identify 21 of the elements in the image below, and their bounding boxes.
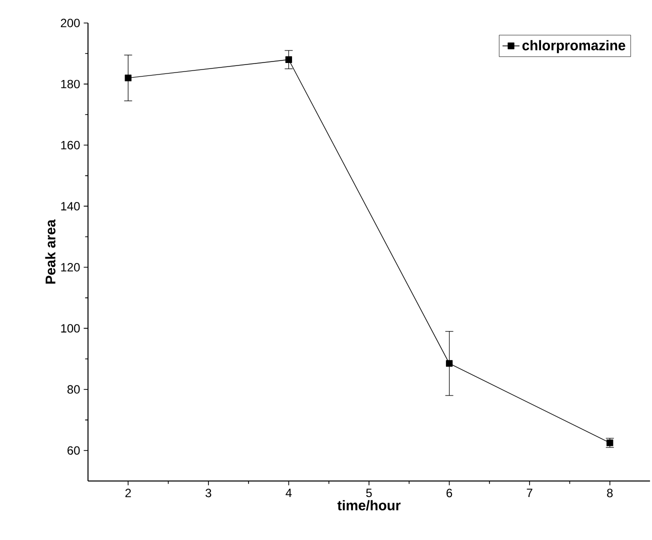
x-tick-label: 7 [526, 488, 532, 497]
y-tick-label: 80 [67, 385, 80, 394]
x-tick-label: 5 [366, 488, 372, 498]
x-tick-label: 6 [446, 488, 452, 498]
y-tick-label: 180 [61, 80, 80, 88]
x-tick-label: 3 [206, 488, 212, 498]
legend-label: chlorpromazine [522, 40, 626, 54]
y-tick-label: 140 [61, 202, 80, 210]
x-tick-label: 4 [286, 488, 292, 497]
point [446, 360, 453, 367]
x-tick-label: 8 [607, 488, 613, 498]
y-axis-title: Peak area [45, 219, 56, 284]
y-tick-label: 120 [61, 263, 80, 272]
y-tick-label: 60 [68, 446, 80, 455]
point [285, 56, 292, 63]
x-axis-title: time/hour [337, 500, 401, 510]
y-tick-label: 200 [60, 18, 80, 28]
point [124, 74, 132, 82]
x-tick-label: 2 [125, 488, 131, 498]
y-tick-label: 100 [61, 324, 80, 333]
y-tick-label: 160 [61, 140, 80, 150]
